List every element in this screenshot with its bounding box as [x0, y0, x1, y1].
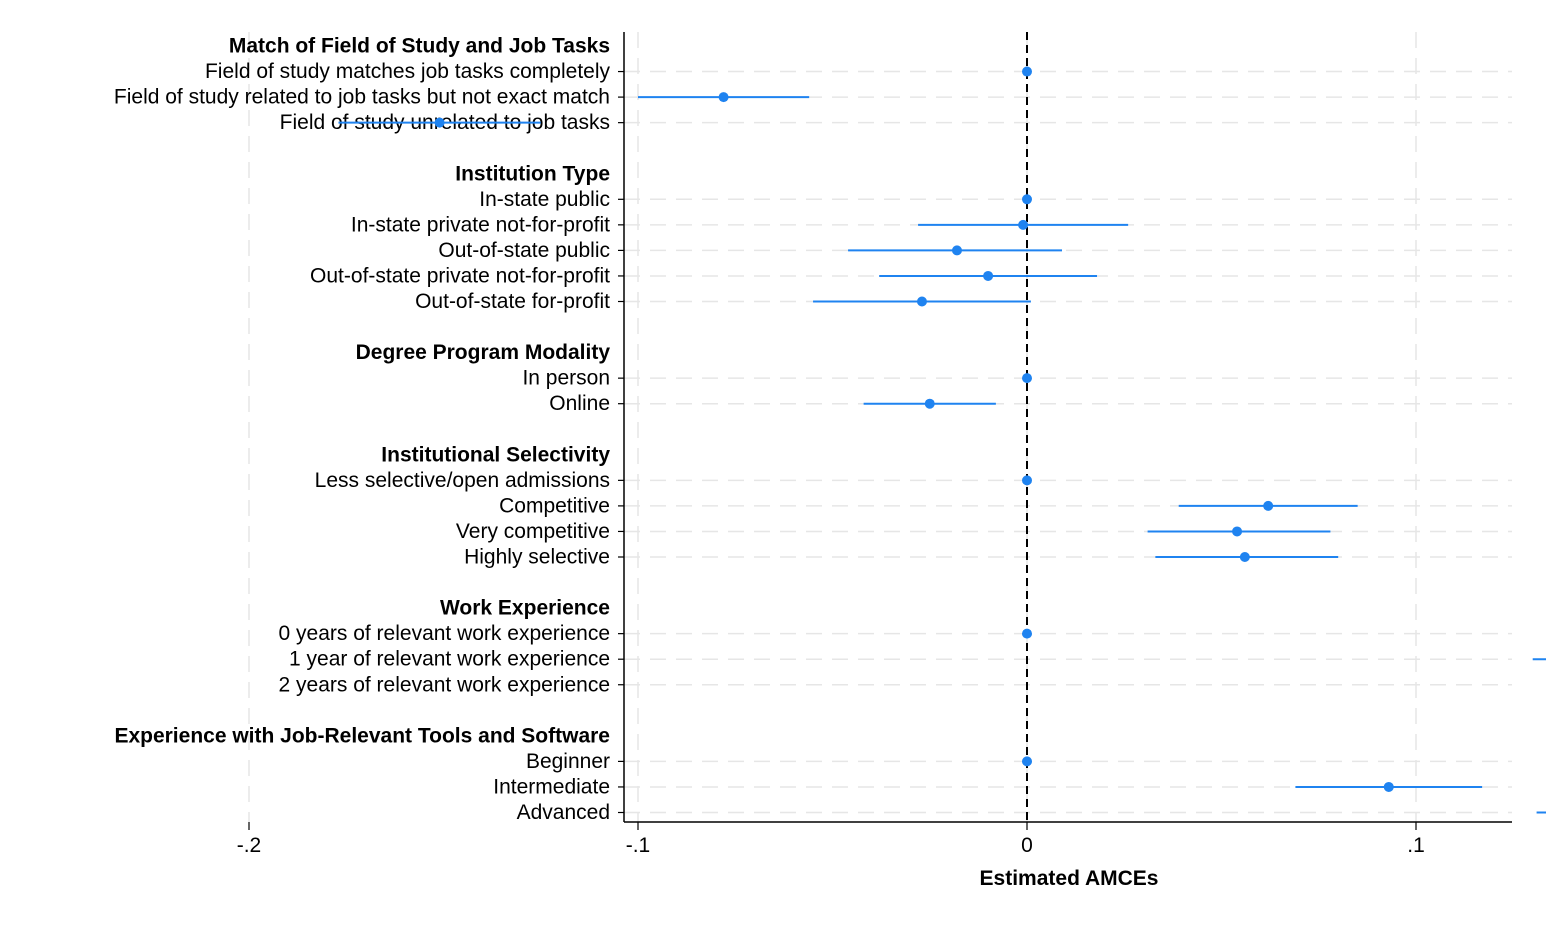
estimate-point: [1022, 194, 1032, 205]
row-label: Beginner: [526, 750, 610, 773]
estimate-point: [1022, 628, 1032, 639]
x-axis-title: Estimated AMCEs: [980, 867, 1159, 890]
estimate-point: [434, 117, 445, 128]
row-label: In person: [522, 367, 610, 390]
estimate-point: [1239, 552, 1250, 562]
group-label: Institution Type: [455, 162, 610, 185]
x-tick-label: 0: [1021, 834, 1033, 857]
x-tick-label: -.1: [626, 834, 651, 857]
grid-layer: [248, 32, 1512, 822]
row-label: Out-of-state private not-for-profit: [310, 264, 610, 287]
row-label: Advanced: [517, 801, 610, 824]
estimate-point: [1018, 219, 1029, 230]
row-label: Highly selective: [464, 546, 610, 569]
estimate-point: [1022, 475, 1032, 486]
row-label: In-state private not-for-profit: [351, 213, 610, 236]
x-tick-label: -.2: [237, 834, 262, 857]
estimate-point: [916, 296, 927, 307]
estimate-point: [924, 398, 935, 409]
estimate-point: [718, 92, 729, 103]
estimate-point: [1232, 526, 1243, 537]
group-label: Experience with Job-Relevant Tools and S…: [114, 724, 610, 747]
group-label: Match of Field of Study and Job Tasks: [229, 35, 610, 58]
row-label: Field of study matches job tasks complet…: [205, 60, 611, 83]
group-label: Work Experience: [440, 597, 610, 620]
row-label: Online: [549, 392, 610, 415]
group-label: Institutional Selectivity: [381, 443, 610, 466]
estimate-point: [983, 270, 994, 281]
estimate-point: [1022, 756, 1032, 767]
row-label: 1 year of relevant work experience: [289, 648, 610, 671]
row-label: In-state public: [479, 188, 610, 211]
x-tick-label: .1: [1407, 834, 1425, 857]
row-label: Very competitive: [456, 520, 610, 543]
row-label: Intermediate: [493, 775, 610, 798]
estimate-point: [1383, 781, 1394, 792]
estimate-point: [1263, 500, 1274, 511]
estimate-points: [434, 66, 1394, 792]
row-labels: Match of Field of Study and Job TasksFie…: [114, 35, 611, 825]
estimate-point: [1022, 373, 1032, 384]
row-label: Out-of-state for-profit: [415, 290, 610, 313]
row-label: Competitive: [499, 494, 610, 517]
row-label: 0 years of relevant work experience: [279, 622, 611, 645]
row-label: Field of study related to job tasks but …: [114, 86, 610, 109]
estimate-point: [1022, 66, 1032, 77]
x-axis: -.2-.10.1.2: [237, 32, 1512, 857]
estimate-point: [951, 245, 962, 256]
row-label: Out-of-state public: [438, 239, 610, 262]
row-label: 2 years of relevant work experience: [279, 673, 611, 696]
group-label: Degree Program Modality: [356, 341, 611, 364]
row-label: Less selective/open admissions: [315, 469, 610, 492]
